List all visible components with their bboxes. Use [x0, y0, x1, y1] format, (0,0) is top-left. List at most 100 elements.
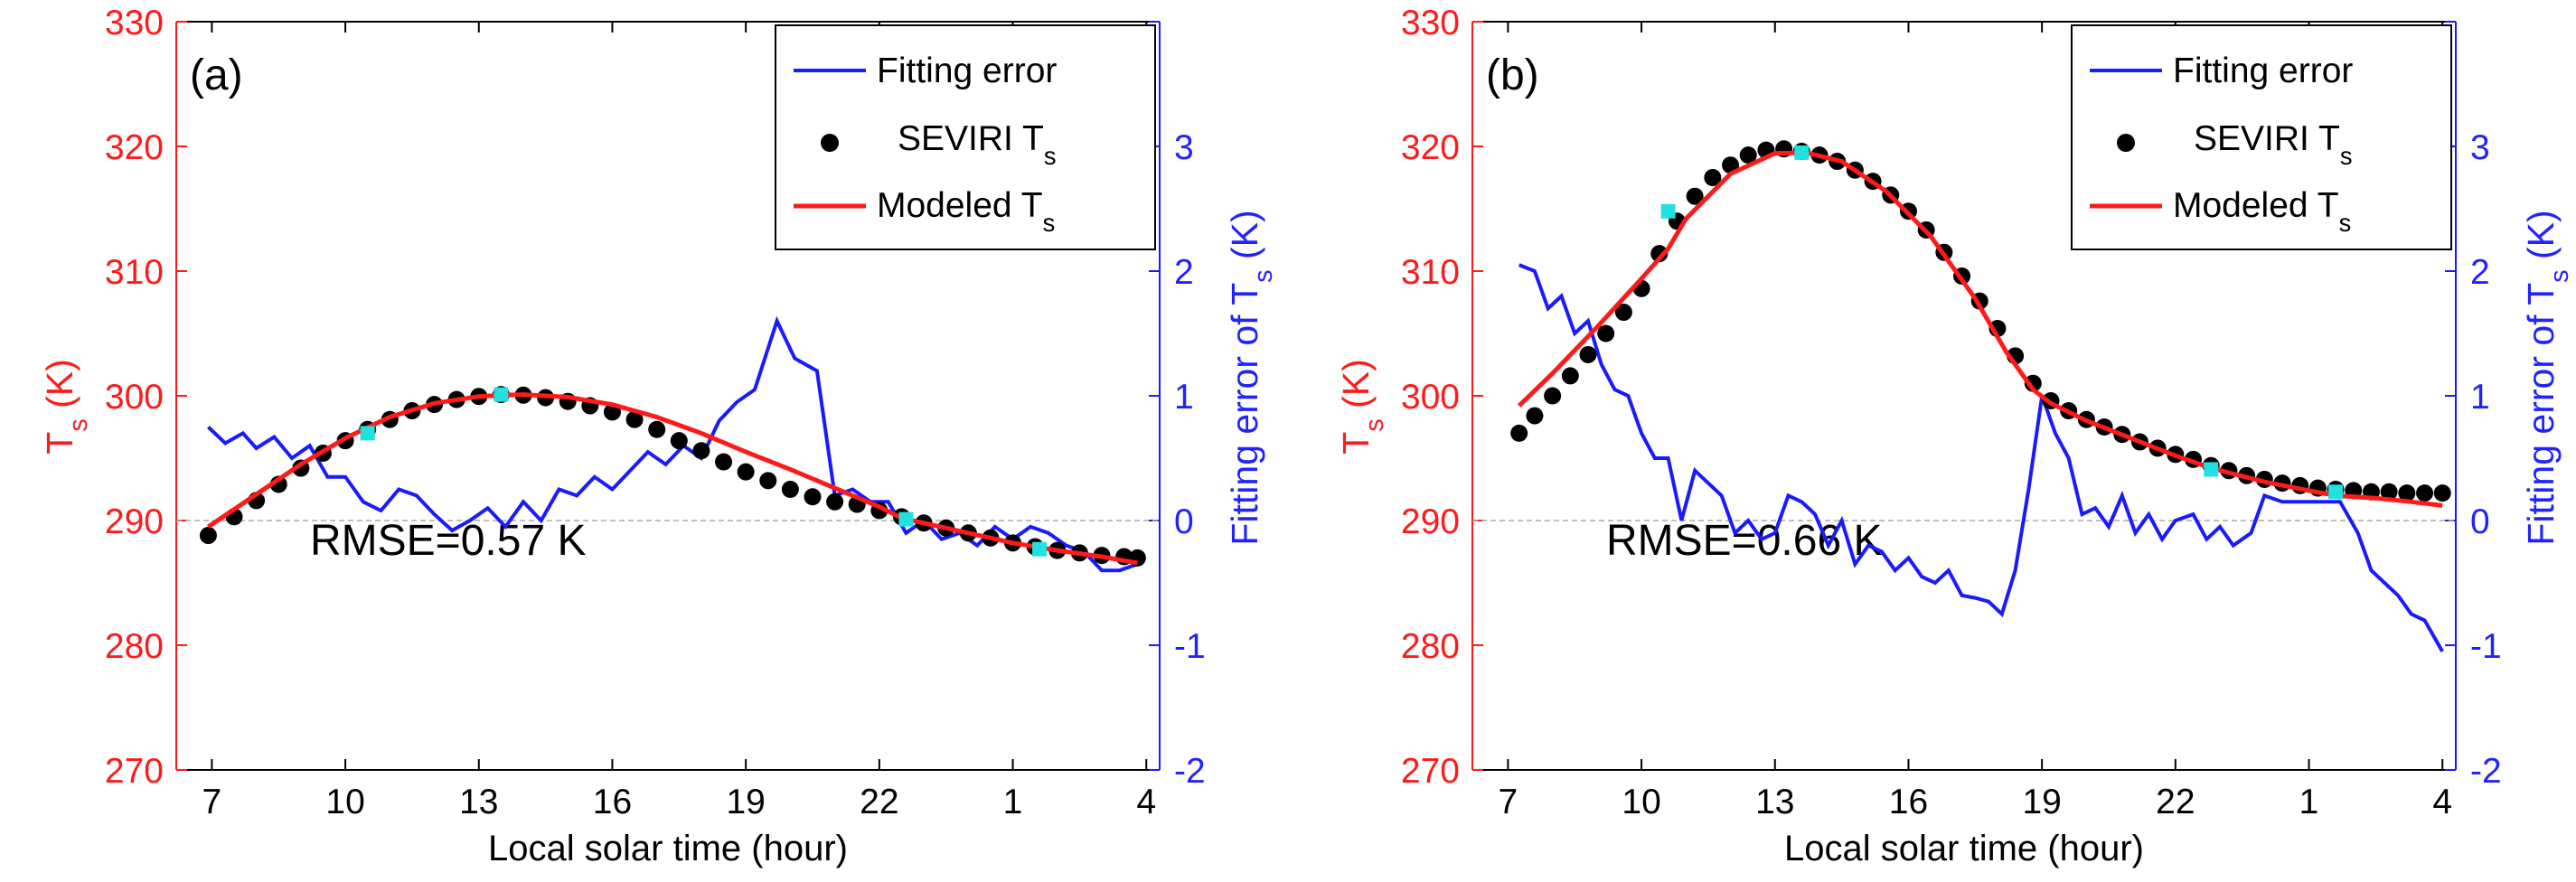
- left-tick-label: 270: [1401, 752, 1460, 791]
- legend-label-modeled: Modeled Ts: [2173, 186, 2351, 237]
- fit-point-marker: [898, 511, 914, 527]
- right-tick-label: 2: [2470, 253, 2490, 292]
- seviri-ts-point: [1561, 367, 1579, 385]
- x-tick-label: 10: [1622, 783, 1660, 821]
- left-tick-label: 270: [105, 752, 164, 791]
- right-tick-label: 0: [2470, 502, 2490, 541]
- right-tick-label: -2: [2470, 752, 2502, 791]
- seviri-ts-point: [1544, 387, 1562, 405]
- legend: Fitting error SEVIRI Ts Modeled Ts: [2071, 24, 2452, 250]
- seviri-ts-point: [1614, 304, 1632, 322]
- legend-label-modeled: Modeled Ts: [877, 186, 1055, 237]
- seviri-ts-point: [826, 493, 844, 511]
- seviri-ts-point: [737, 463, 755, 481]
- fit-point-marker: [1794, 145, 1810, 160]
- right-tick-label: 2: [1174, 253, 1194, 292]
- seviri-ts-point: [2398, 484, 2416, 502]
- seviri-ts-point: [1526, 407, 1544, 425]
- right-tick-label: 3: [2470, 128, 2490, 167]
- x-tick-label: 1: [2299, 783, 2319, 821]
- x-tick-label: 16: [593, 783, 632, 821]
- seviri-ts-point: [199, 527, 217, 545]
- left-tick-label: 280: [105, 627, 164, 666]
- seviri-ts-point: [1579, 345, 1597, 363]
- panel-b: 270 280 290 300 310 320 330 -2 -1 0 1 2 3 7 10 13 16 19 22…: [1335, 4, 2574, 868]
- x-tick-label: 19: [2022, 783, 2061, 821]
- y-axis-right-label: Fitting error of Ts (K): [1224, 210, 1278, 545]
- legend-box: [2071, 24, 2452, 250]
- left-tick-label: 310: [1401, 253, 1460, 292]
- fit-point-marker: [1032, 541, 1048, 557]
- panel-label: (b): [1486, 52, 1539, 99]
- x-tick-label: 16: [1889, 783, 1928, 821]
- right-tick-label: -1: [1174, 627, 1206, 666]
- seviri-ts-point: [2380, 483, 2398, 501]
- legend-label-fitting-error: Fitting error: [2173, 52, 2353, 90]
- seviri-ts-point: [715, 453, 733, 471]
- x-axis-label: Local solar time (hour): [488, 829, 848, 868]
- seviri-ts-point: [670, 432, 688, 450]
- seviri-ts-point: [2433, 484, 2451, 502]
- x-axis-label: Local solar time (hour): [1784, 829, 2144, 868]
- left-tick-label: 300: [1401, 378, 1460, 417]
- left-tick-label: 280: [1401, 627, 1460, 666]
- left-tick-label: 320: [105, 128, 164, 167]
- seviri-ts-point: [1510, 424, 1528, 442]
- legend-swatch-seviri: [2117, 134, 2135, 152]
- y-axis-left-label: Ts (K): [39, 359, 93, 454]
- seviri-ts-point: [625, 410, 644, 428]
- y-axis-right-label: Fitting error of Ts (K): [2520, 210, 2574, 545]
- left-tick-label: 310: [105, 253, 164, 292]
- legend-box: [775, 24, 1156, 250]
- x-tick-label: 19: [726, 783, 765, 821]
- fit-point-marker: [1660, 203, 1676, 219]
- seviri-ts-point: [759, 472, 777, 490]
- seviri-ts-point: [1597, 324, 1615, 342]
- legend: Fitting error SEVIRI Ts Modeled Ts: [775, 24, 1156, 250]
- legend-label-fitting-error: Fitting error: [877, 52, 1057, 90]
- seviri-ts-point: [692, 442, 710, 460]
- seviri-ts-point: [648, 420, 666, 438]
- left-tick-label: 290: [105, 502, 164, 541]
- x-tick-label: 7: [202, 783, 222, 821]
- x-tick-label: 4: [2432, 783, 2452, 821]
- seviri-ts-point: [1686, 187, 1704, 205]
- x-tick-label: 4: [1136, 783, 1156, 821]
- seviri-ts-point: [1739, 146, 1757, 164]
- legend-label-seviri: SEVIRI Ts: [898, 119, 1056, 170]
- right-tick-label: -2: [1174, 752, 1206, 791]
- left-tick-label: 330: [105, 4, 164, 42]
- fit-point-marker: [360, 426, 375, 441]
- right-tick-label: -1: [2470, 627, 2502, 666]
- rmse-annotation: RMSE=0.57 K: [310, 517, 586, 565]
- x-tick-label: 13: [1755, 783, 1794, 821]
- x-tick-label: 22: [860, 783, 898, 821]
- right-tick-label: 1: [1174, 378, 1194, 417]
- legend-swatch-seviri: [821, 134, 839, 152]
- right-tick-label: 1: [2470, 378, 2490, 417]
- panel-label: (a): [190, 52, 243, 99]
- legend-label-seviri: SEVIRI Ts: [2194, 119, 2352, 170]
- x-tick-label: 13: [459, 783, 498, 821]
- left-tick-label: 320: [1401, 128, 1460, 167]
- right-tick-label: 3: [1174, 128, 1194, 167]
- modeled-ts-line: [207, 392, 1138, 566]
- left-tick-label: 290: [1401, 502, 1460, 541]
- x-tick-label: 7: [1499, 783, 1518, 821]
- seviri-ts-point: [2416, 484, 2434, 502]
- seviri-ts-point: [2024, 374, 2042, 392]
- modeled-ts-line: [1517, 150, 2443, 508]
- fit-point-marker: [494, 387, 509, 402]
- seviri-ts-point: [1650, 245, 1669, 263]
- x-tick-label: 10: [325, 783, 364, 821]
- left-tick-label: 300: [105, 378, 164, 417]
- left-tick-label: 330: [1401, 4, 1460, 42]
- panel-a: 270 280 290 300 310 320 330 -2 -1 0 1 2 3 7 10 13 16 19 22…: [39, 4, 1278, 868]
- seviri-ts-point: [804, 488, 822, 506]
- fit-point-marker: [2328, 484, 2344, 500]
- x-tick-label: 1: [1003, 783, 1023, 821]
- x-tick-label: 22: [2156, 783, 2195, 821]
- fit-point-marker: [2204, 462, 2219, 477]
